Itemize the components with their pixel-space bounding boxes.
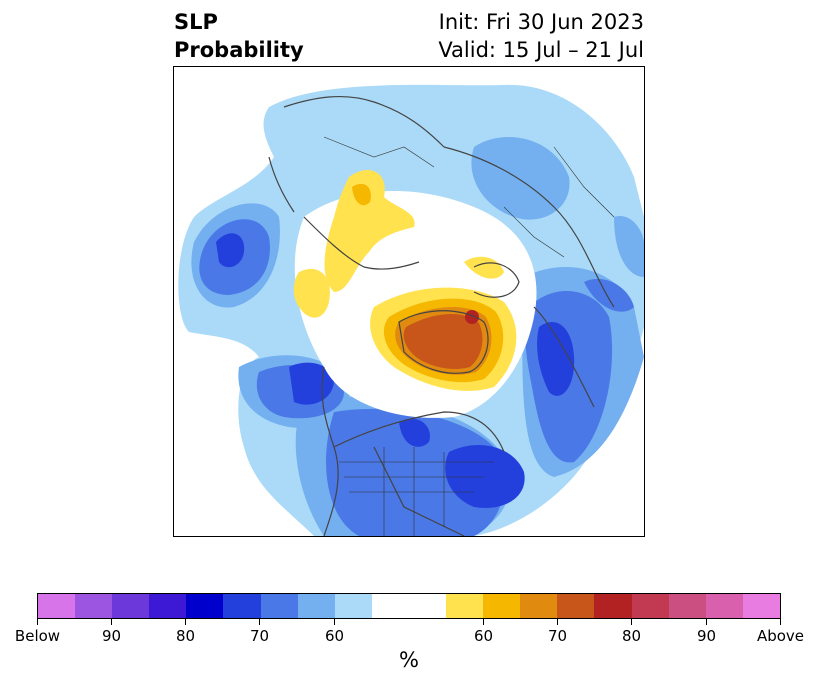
colorbar-segment bbox=[594, 594, 632, 618]
init-date: Init: Fri 30 Jun 2023 bbox=[438, 10, 644, 34]
colorbar-segment bbox=[297, 594, 335, 618]
colorbar-tick-label: Below bbox=[14, 627, 61, 645]
colorbar-segment bbox=[631, 594, 669, 618]
colorbar-segment bbox=[186, 594, 224, 618]
colorbar-segment bbox=[75, 594, 113, 618]
red-core-field bbox=[465, 310, 479, 324]
colorbar-tick bbox=[334, 619, 335, 625]
colorbar-segment bbox=[223, 594, 261, 618]
colorbar-tick-label: 80 bbox=[621, 627, 642, 645]
colorbar-segment bbox=[38, 594, 76, 618]
colorbar-tick bbox=[185, 619, 186, 625]
colorbar-tick-label: 70 bbox=[249, 627, 270, 645]
colorbar-segment bbox=[520, 594, 558, 618]
colorbar-tick-label: 60 bbox=[324, 627, 345, 645]
colorbar-segment bbox=[742, 594, 780, 618]
colorbar-segment bbox=[149, 594, 187, 618]
orange-90-fields bbox=[403, 313, 483, 369]
colorbar-tick bbox=[706, 619, 707, 625]
colorbar-segment bbox=[260, 594, 298, 618]
valid-range: Valid: 15 Jul – 21 Jul bbox=[438, 38, 644, 62]
colorbar-tick bbox=[111, 619, 112, 625]
colorbar-tick-label: 90 bbox=[696, 627, 717, 645]
colorbar-tick bbox=[557, 619, 558, 625]
title-quantity: Probability bbox=[174, 38, 304, 62]
map-svg bbox=[178, 84, 644, 536]
colorbar-tick bbox=[631, 619, 632, 625]
colorbar-tick-label: 60 bbox=[473, 627, 494, 645]
colorbar-segment bbox=[371, 594, 447, 618]
colorbar-tick bbox=[780, 619, 781, 625]
colorbar-segment bbox=[483, 594, 521, 618]
colorbar-tick bbox=[483, 619, 484, 625]
colorbar bbox=[37, 593, 781, 619]
coastlines bbox=[268, 95, 615, 536]
title-variable: SLP bbox=[174, 10, 218, 34]
plot-title-left: SLP Probability bbox=[174, 8, 304, 64]
plot-title-right: Init: Fri 30 Jun 2023 Valid: 15 Jul – 21… bbox=[438, 8, 644, 64]
colorbar-unit: % bbox=[399, 648, 419, 672]
colorbar-tick-label: 70 bbox=[547, 627, 568, 645]
colorbar-segment bbox=[705, 594, 743, 618]
colorbar-tick bbox=[259, 619, 260, 625]
colorbar-tick bbox=[37, 619, 38, 625]
colorbar-segment bbox=[668, 594, 706, 618]
colorbar-segment bbox=[446, 594, 484, 618]
colorbar-tick-label: Above bbox=[756, 627, 805, 645]
probability-map bbox=[173, 66, 645, 537]
colorbar-segment bbox=[557, 594, 595, 618]
colorbar-segment bbox=[334, 594, 372, 618]
colorbar-segment bbox=[112, 594, 150, 618]
colorbar-tick-label: 90 bbox=[101, 627, 122, 645]
colorbar-tick-label: 80 bbox=[175, 627, 196, 645]
borders bbox=[323, 136, 615, 536]
